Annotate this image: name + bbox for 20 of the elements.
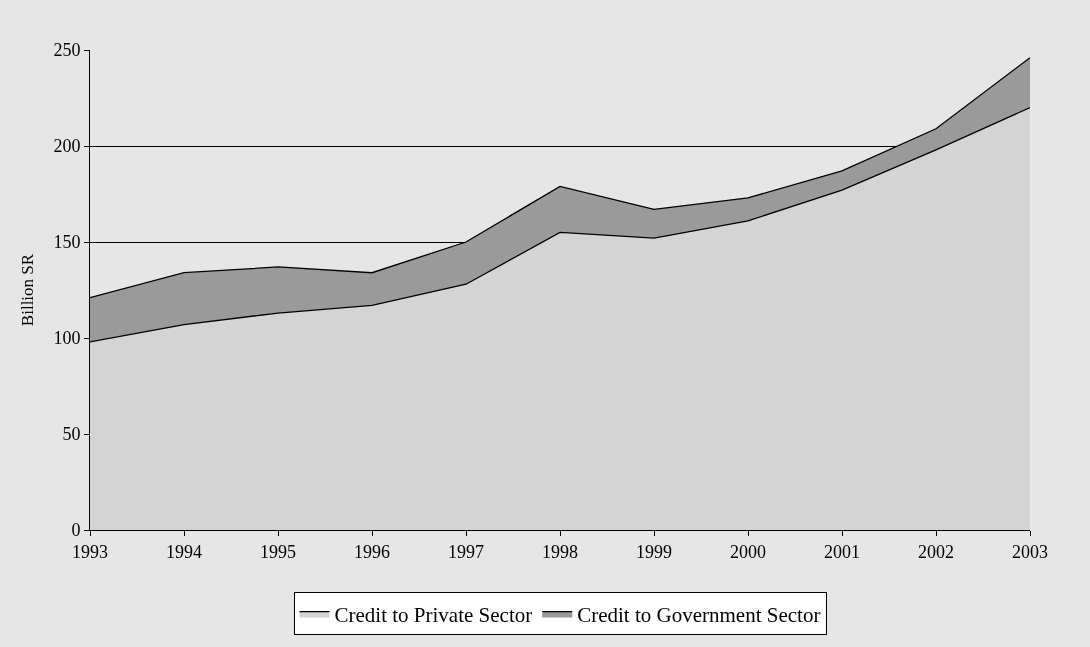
y-tick-label: 50 [62,424,81,445]
y-tick-label: 200 [53,136,81,157]
y-tick-label: 150 [53,232,81,253]
x-tick-label: 2000 [730,541,766,562]
x-tick-label: 1993 [72,541,108,562]
y-tick-label: 100 [53,328,81,349]
x-tick-label: 2003 [1012,541,1048,562]
x-tick-label: 2001 [824,541,860,562]
x-tick-label: 1994 [166,541,202,562]
y-tick-label: 0 [71,520,81,541]
x-tick-label: 1996 [354,541,390,562]
y-axis-title: Billion SR [17,253,37,327]
x-tick-label: 1997 [448,541,484,562]
legend-label: Credit to Government Sector [577,602,821,627]
x-tick-label: 1998 [542,541,578,562]
x-tick-label: 2002 [918,541,954,562]
y-tick-label: 250 [53,40,81,61]
x-tick-label: 1999 [636,541,672,562]
legend-label: Credit to Private Sector [334,602,533,627]
x-tick-label: 1995 [260,541,296,562]
